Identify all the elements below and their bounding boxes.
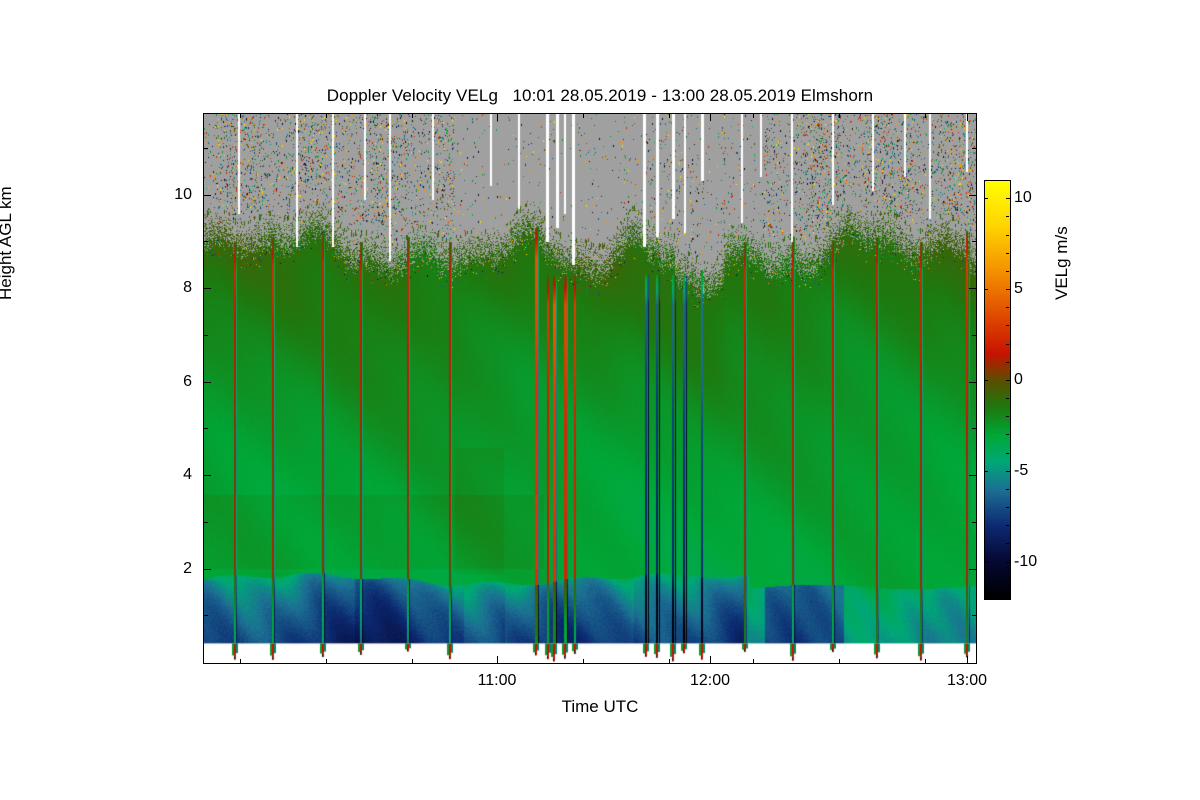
x-tick-minor-top (326, 114, 327, 118)
x-tick-minor-top (753, 114, 754, 118)
colorbar-tick-left (984, 198, 988, 199)
colorbar-tick-minor (1006, 307, 1009, 308)
colorbar-tick (1006, 380, 1010, 381)
y-axis-title: Height AGL km (0, 186, 15, 300)
y-tick-major-right (969, 382, 976, 383)
colorbar-title: VELg m/s (1052, 226, 1071, 300)
colorbar-tick-minor (1006, 235, 1009, 236)
colorbar-tick (1006, 471, 1010, 472)
y-tick-major (204, 475, 211, 476)
colorbar-tick-left (984, 562, 988, 563)
colorbar-tick-minor (1006, 216, 1009, 217)
colorbar-tick-minor (1006, 271, 1009, 272)
y-tick-minor (204, 241, 208, 242)
colorbar-tick-minor (1006, 580, 1009, 581)
y-tick-minor-right (972, 241, 976, 242)
y-tick-major (204, 195, 211, 196)
colorbar-tick-label: -10 (1014, 553, 1038, 570)
colorbar-tick-left (984, 380, 988, 381)
y-tick-major-right (969, 195, 976, 196)
x-tick-minor-top (240, 114, 241, 118)
x-axis-title: Time UTC (561, 697, 639, 716)
y-tick-label: 10 (174, 186, 192, 203)
colorbar-tick-minor (1006, 598, 1009, 599)
page-title: Doppler Velocity VELg 10:01 28.05.2019 -… (326, 86, 874, 105)
y-tick-minor-right (972, 335, 976, 336)
colorbar-tick-label: 10 (1014, 189, 1032, 206)
colorbar-tick (1006, 289, 1010, 290)
colorbar-tick-minor (1006, 416, 1009, 417)
colorbar-tick-minor (1006, 253, 1009, 254)
colorbar-tick-minor (1006, 180, 1009, 181)
y-tick-major-right (969, 475, 976, 476)
colorbar (984, 180, 1011, 600)
x-tick-major (710, 656, 711, 663)
colorbar-tick-minor (1006, 325, 1009, 326)
x-tick-major-top (497, 114, 498, 121)
x-tick-minor-top (412, 114, 413, 118)
colorbar-tick-minor (1006, 398, 1009, 399)
x-tick-minor (839, 659, 840, 663)
colorbar-tick-minor (1006, 453, 1009, 454)
colorbar-tick-label: -5 (1014, 462, 1029, 479)
y-tick-label: 6 (183, 373, 192, 390)
x-tick-minor (583, 659, 584, 663)
colorbar-tick-left (984, 289, 988, 290)
y-tick-major (204, 569, 211, 570)
colorbar-gradient (985, 181, 1010, 599)
heatmap-plot-area[interactable] (203, 113, 977, 664)
x-tick-minor-top (669, 114, 670, 118)
y-tick-minor (204, 522, 208, 523)
x-tick-major-top (967, 114, 968, 121)
y-tick-minor-right (972, 148, 976, 149)
colorbar-tick (1006, 198, 1010, 199)
y-tick-label: 2 (183, 560, 192, 577)
x-tick-minor-top (583, 114, 584, 118)
y-tick-label: 4 (183, 466, 192, 483)
x-tick-major-top (710, 114, 711, 121)
y-tick-minor-right (972, 522, 976, 523)
y-tick-major-right (969, 569, 976, 570)
x-tick-label: 12:00 (689, 672, 731, 689)
colorbar-tick-label: 0 (1014, 371, 1023, 388)
y-tick-major (204, 288, 211, 289)
x-tick-major (967, 656, 968, 663)
colorbar-tick-minor (1006, 362, 1009, 363)
y-tick-major-right (969, 288, 976, 289)
x-tick-label: 13:00 (946, 672, 988, 689)
x-tick-minor-top (839, 114, 840, 118)
x-tick-minor (925, 659, 926, 663)
colorbar-tick (1006, 562, 1010, 563)
x-tick-major (497, 656, 498, 663)
x-tick-label: 11:00 (477, 672, 517, 689)
y-tick-label: 8 (183, 279, 192, 296)
y-tick-minor-right (972, 615, 976, 616)
doppler-velocity-heatmap (204, 114, 976, 663)
y-tick-minor-right (972, 428, 976, 429)
x-tick-minor-top (925, 114, 926, 118)
x-tick-minor (669, 659, 670, 663)
colorbar-tick-left (984, 471, 988, 472)
colorbar-tick-minor (1006, 525, 1009, 526)
colorbar-tick-label: 5 (1014, 280, 1023, 297)
x-tick-minor (412, 659, 413, 663)
colorbar-tick-minor (1006, 344, 1009, 345)
x-tick-minor (753, 659, 754, 663)
colorbar-tick-minor (1006, 543, 1009, 544)
colorbar-tick-minor (1006, 489, 1009, 490)
colorbar-tick-minor (1006, 434, 1009, 435)
y-tick-major (204, 382, 211, 383)
y-tick-minor (204, 148, 208, 149)
y-tick-minor (204, 335, 208, 336)
x-tick-minor (326, 659, 327, 663)
y-tick-minor (204, 615, 208, 616)
x-tick-minor (240, 659, 241, 663)
colorbar-tick-minor (1006, 507, 1009, 508)
y-tick-minor (204, 428, 208, 429)
